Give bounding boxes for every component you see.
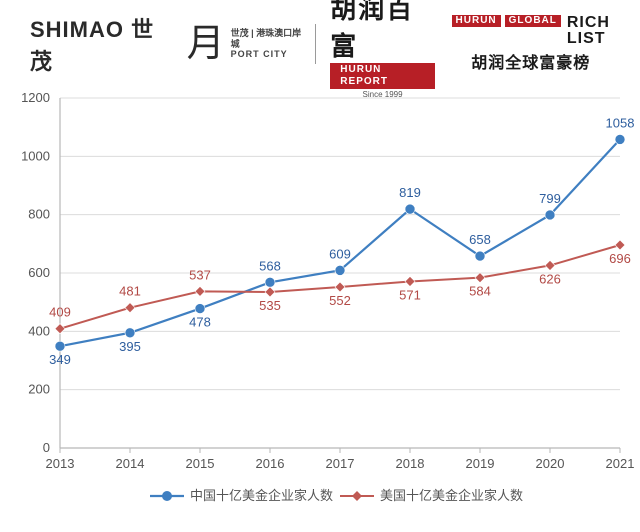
y-tick-label: 1200 xyxy=(21,90,50,105)
x-tick-label: 2019 xyxy=(466,456,495,471)
richlist-cn: 胡润全球富豪榜 xyxy=(471,49,590,73)
x-tick-label: 2016 xyxy=(256,456,285,471)
marker-usa xyxy=(475,273,485,283)
series-line-china xyxy=(60,139,620,346)
logo-port-city: 月 世茂 | 港珠澳口岸城 PORT CITY xyxy=(187,25,302,63)
y-tick-label: 200 xyxy=(28,382,50,397)
hurun-bar: HURUN REPORT xyxy=(330,63,435,89)
x-tick-label: 2020 xyxy=(536,456,565,471)
y-tick-label: 600 xyxy=(28,265,50,280)
data-label-usa: 535 xyxy=(259,298,281,313)
data-label-china: 349 xyxy=(49,352,71,367)
data-label-china: 395 xyxy=(119,339,141,354)
data-label-china: 609 xyxy=(329,246,351,261)
logo-bar: SHIMAO 世茂 月 世茂 | 港珠澳口岸城 PORT CITY 胡润百富 H… xyxy=(0,0,640,88)
marker-usa xyxy=(545,260,555,270)
data-label-usa: 571 xyxy=(399,287,421,302)
marker-china xyxy=(405,204,415,214)
richlist-en-rich: RICH xyxy=(567,15,610,31)
data-label-usa: 537 xyxy=(189,267,211,282)
data-label-usa: 481 xyxy=(119,284,141,299)
data-label-china: 568 xyxy=(259,258,281,273)
richlist-en-hurun: HURUN xyxy=(452,15,501,27)
richlist-en-list: LIST xyxy=(567,31,610,47)
marker-usa xyxy=(335,282,345,292)
logo-shimao: SHIMAO 世茂 xyxy=(30,12,167,76)
legend-marker-china xyxy=(162,491,172,501)
marker-usa xyxy=(195,286,205,296)
marker-china xyxy=(265,277,275,287)
y-tick-label: 800 xyxy=(28,207,50,222)
marker-china xyxy=(125,328,135,338)
x-tick-label: 2017 xyxy=(326,456,355,471)
x-tick-label: 2021 xyxy=(606,456,635,471)
port-city-cn: 世茂 | 港珠澳口岸城 xyxy=(231,28,302,50)
x-tick-label: 2018 xyxy=(396,456,425,471)
y-tick-label: 400 xyxy=(28,323,50,338)
hurun-cn: 胡润百富 xyxy=(330,0,435,63)
marker-china xyxy=(545,210,555,220)
port-city-label: PORT CITY xyxy=(231,49,302,60)
marker-usa xyxy=(405,276,415,286)
marker-usa xyxy=(125,303,135,313)
data-label-usa: 552 xyxy=(329,293,351,308)
marker-china xyxy=(475,251,485,261)
moon-icon: 月 xyxy=(187,25,225,63)
legend-label-china: 中国十亿美金企业家人数 xyxy=(190,488,333,503)
x-tick-label: 2014 xyxy=(116,456,145,471)
divider-icon xyxy=(315,24,316,64)
y-tick-label: 0 xyxy=(43,440,50,455)
marker-china xyxy=(615,134,625,144)
data-label-usa: 696 xyxy=(609,251,631,266)
data-label-china: 1058 xyxy=(606,115,635,130)
logo-hurun-report: 胡润百富 HURUN REPORT Since 1999 xyxy=(330,0,435,99)
data-label-usa: 409 xyxy=(49,305,71,320)
x-tick-label: 2015 xyxy=(186,456,215,471)
logo-rich-list: HURUN GLOBAL RICH LIST 胡润全球富豪榜 xyxy=(452,15,610,73)
data-label-china: 658 xyxy=(469,232,491,247)
data-label-usa: 626 xyxy=(539,271,561,286)
marker-usa xyxy=(265,287,275,297)
marker-china xyxy=(55,341,65,351)
legend-label-usa: 美国十亿美金企业家人数 xyxy=(380,488,523,503)
y-tick-label: 1000 xyxy=(21,148,50,163)
marker-usa xyxy=(615,240,625,250)
x-tick-label: 2013 xyxy=(46,456,75,471)
richlist-en-global: GLOBAL xyxy=(505,15,561,27)
data-label-china: 478 xyxy=(189,315,211,330)
marker-china xyxy=(195,304,205,314)
data-label-china: 799 xyxy=(539,191,561,206)
legend-marker-usa xyxy=(352,491,362,501)
data-label-china: 819 xyxy=(399,185,421,200)
marker-china xyxy=(335,265,345,275)
chart: 0 200 400 600 800 1000 1200 2013 2014 2015 2016 201… xyxy=(0,88,640,532)
marker-usa xyxy=(55,324,65,334)
data-label-usa: 584 xyxy=(469,284,491,299)
